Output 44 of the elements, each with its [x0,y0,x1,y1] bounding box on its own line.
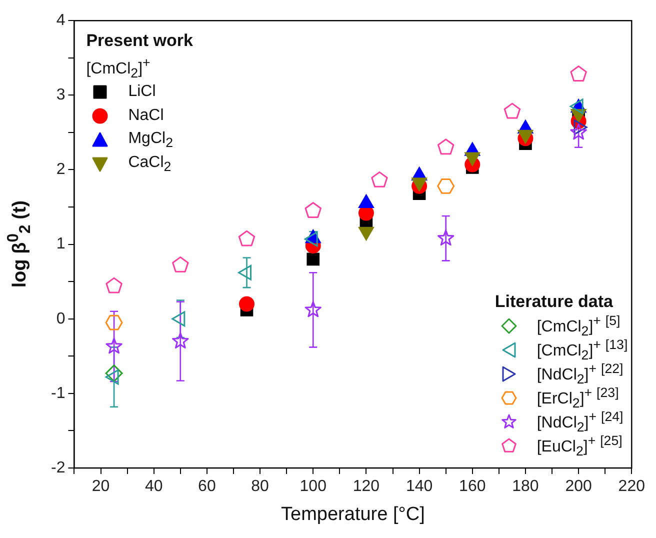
y-tick-label: 1 [56,236,66,253]
point [105,314,123,330]
point [106,338,122,354]
x-tick-label: 160 [459,478,486,496]
x-tick-label: 140 [406,478,433,496]
point [371,171,388,188]
x-tick-label: 40 [144,478,163,496]
x-tick-label: 100 [300,478,327,496]
point [172,332,189,348]
x-tick-label: 60 [198,478,216,496]
legend-title: Present work [86,30,193,51]
x-tick-label: 180 [512,478,539,496]
point [570,124,587,140]
point [570,66,587,82]
x-tick-label: 20 [92,478,110,496]
y-tick-label: -1 [50,384,66,402]
point [504,102,521,119]
point [172,256,189,272]
y-tick-label: 3 [56,86,66,104]
point [105,364,123,382]
x-axis-title: Temperature [°C] [281,504,425,525]
point [437,178,455,194]
annotation: Literature data [494,292,614,312]
x-tick-label: 80 [251,478,270,496]
point [238,230,256,246]
y-tick-label: 2 [56,161,66,178]
y-tick-label: 0 [56,310,66,328]
x-tick-label: 120 [352,478,380,496]
x-tick-label: 220 [618,478,646,496]
point [304,301,322,318]
point [437,138,454,155]
point [304,202,322,218]
annotation: [CmCl$_{2}$]$^{+}$ [86,54,152,80]
y-tick-label: 4 [56,12,66,30]
legend-label: LiCl [128,83,156,102]
point [306,252,320,266]
point [239,296,255,312]
point [106,277,122,294]
legend-label: NaCl [128,107,164,126]
x-tick-label: 200 [565,478,592,496]
legend-label: MgCl$_{2}$ [128,130,173,150]
y-tick-label: -2 [50,459,66,476]
point [437,230,454,246]
legend-label: CaCl$_{2}$ [128,154,172,174]
